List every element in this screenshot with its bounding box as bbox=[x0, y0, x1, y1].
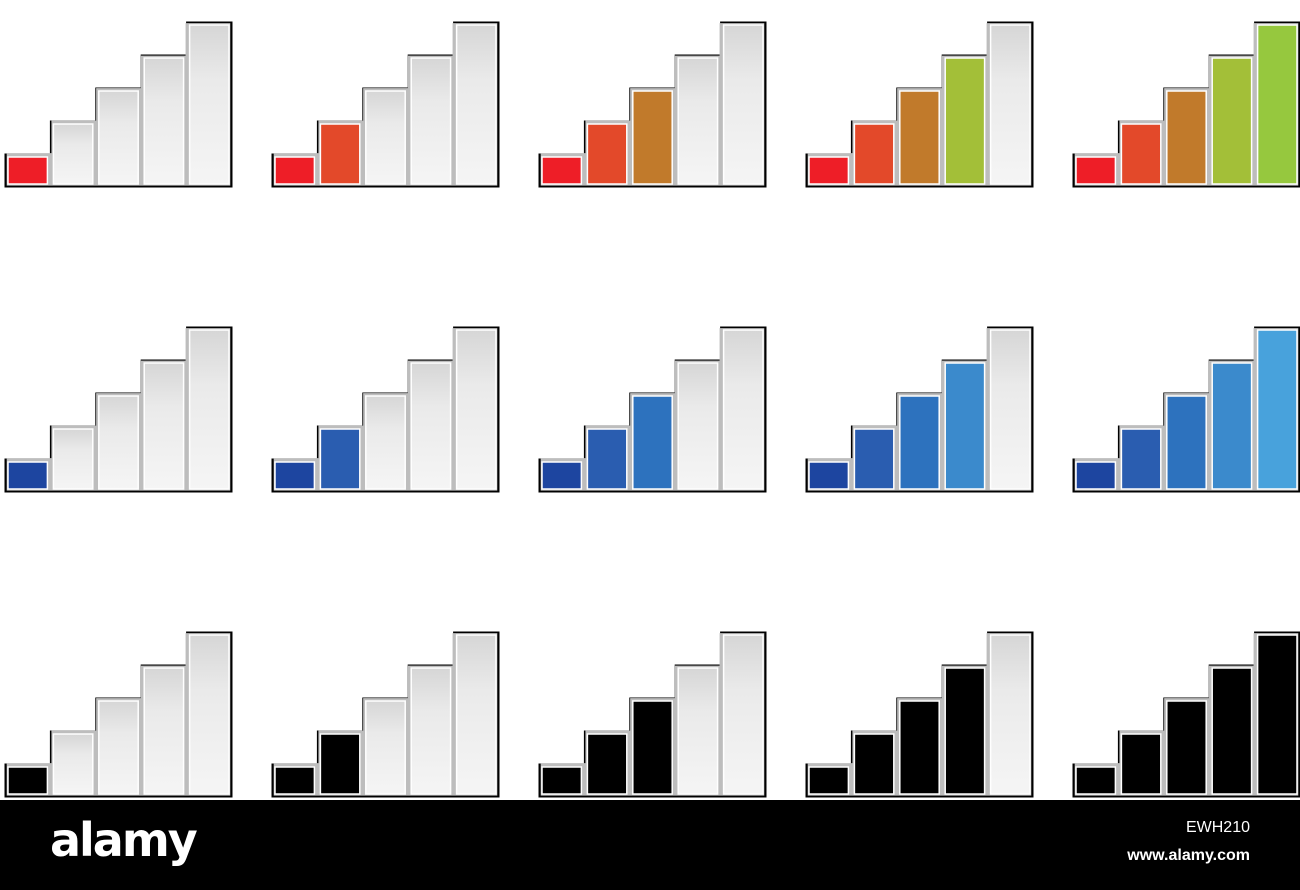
signal-bar-filled bbox=[853, 733, 895, 795]
signal-icon-black-level-4 bbox=[805, 631, 1034, 798]
signal-bar-filled bbox=[1075, 156, 1117, 185]
signal-bar-filled bbox=[7, 156, 49, 185]
signal-bar-empty bbox=[365, 90, 406, 185]
signal-bar-empty bbox=[989, 24, 1031, 185]
brand-logo: alamy bbox=[50, 813, 198, 867]
signal-icon-black-level-2 bbox=[271, 631, 500, 798]
signal-bar-filled bbox=[541, 766, 583, 795]
signal-bar-empty bbox=[365, 395, 406, 490]
signal-bar-filled bbox=[1120, 428, 1162, 490]
signal-bar-empty bbox=[989, 329, 1031, 490]
signal-bar-empty bbox=[677, 667, 719, 795]
signal-bar-filled bbox=[1211, 667, 1253, 795]
signal-bar-empty bbox=[188, 329, 230, 490]
signal-bar-empty bbox=[98, 700, 139, 795]
signal-bar-filled bbox=[1256, 24, 1298, 185]
signal-icon-blue-level-5 bbox=[1072, 326, 1300, 493]
signal-bar-filled bbox=[1256, 329, 1298, 490]
signal-icon-colored-level-1 bbox=[4, 21, 233, 188]
signal-bar-empty bbox=[52, 123, 94, 185]
signal-bar-filled bbox=[944, 362, 986, 490]
signal-bar-filled bbox=[1256, 634, 1298, 795]
signal-bar-filled bbox=[899, 700, 940, 795]
signal-bar-filled bbox=[7, 461, 49, 490]
signal-bar-empty bbox=[410, 667, 452, 795]
signal-bar-filled bbox=[319, 123, 361, 185]
signal-bar-filled bbox=[944, 667, 986, 795]
signal-bar-empty bbox=[98, 90, 139, 185]
signal-bar-filled bbox=[1120, 733, 1162, 795]
signal-bar-filled bbox=[1166, 90, 1207, 185]
signal-bar-empty bbox=[188, 24, 230, 185]
signal-bar-filled bbox=[586, 733, 628, 795]
signal-bar-filled bbox=[1075, 461, 1117, 490]
signal-bar-filled bbox=[1166, 700, 1207, 795]
signal-bar-empty bbox=[677, 362, 719, 490]
signal-icon-colored-level-2 bbox=[271, 21, 500, 188]
signal-bar-filled bbox=[1120, 123, 1162, 185]
signal-bar-filled bbox=[853, 123, 895, 185]
signal-icon-black-level-3 bbox=[538, 631, 767, 798]
signal-icon-blue-level-1 bbox=[4, 326, 233, 493]
signal-bar-empty bbox=[455, 329, 497, 490]
signal-icon-black-level-1 bbox=[4, 631, 233, 798]
signal-bar-filled bbox=[319, 733, 361, 795]
signal-bar-empty bbox=[455, 24, 497, 185]
signal-bar-filled bbox=[7, 766, 49, 795]
signal-bar-filled bbox=[586, 123, 628, 185]
signal-icon-blue-level-4 bbox=[805, 326, 1034, 493]
signal-bar-empty bbox=[410, 57, 452, 185]
image-id-label: EWH210 bbox=[1185, 819, 1250, 836]
signal-bar-empty bbox=[677, 57, 719, 185]
signal-bar-filled bbox=[853, 428, 895, 490]
signal-bar-filled bbox=[274, 766, 316, 795]
signal-bar-filled bbox=[274, 461, 316, 490]
signal-bar-filled bbox=[808, 461, 850, 490]
signal-bar-filled bbox=[274, 156, 316, 185]
signal-bar-empty bbox=[365, 700, 406, 795]
signal-bar-empty bbox=[722, 24, 764, 185]
signal-bar-empty bbox=[143, 362, 185, 490]
signal-bar-filled bbox=[1166, 395, 1207, 490]
signal-bar-empty bbox=[98, 395, 139, 490]
signal-bar-filled bbox=[1075, 766, 1117, 795]
signal-bar-filled bbox=[319, 428, 361, 490]
signal-bar-empty bbox=[143, 57, 185, 185]
signal-bar-filled bbox=[541, 156, 583, 185]
signal-icon-blue-level-3 bbox=[538, 326, 767, 493]
signal-bar-filled bbox=[632, 395, 673, 490]
site-url-label: www.alamy.com bbox=[1127, 847, 1250, 864]
signal-bar-empty bbox=[52, 428, 94, 490]
signal-strength-icon-grid bbox=[4, 21, 1300, 798]
signal-bar-empty bbox=[410, 362, 452, 490]
signal-bar-empty bbox=[722, 634, 764, 795]
signal-bar-empty bbox=[989, 634, 1031, 795]
signal-bar-filled bbox=[808, 766, 850, 795]
signal-bar-empty bbox=[722, 329, 764, 490]
signal-bar-filled bbox=[586, 428, 628, 490]
signal-icon-colored-level-4 bbox=[805, 21, 1034, 188]
watermark-footer: alamy EWH210 www.alamy.com bbox=[0, 800, 1300, 890]
signal-bar-filled bbox=[944, 57, 986, 185]
signal-bar-empty bbox=[188, 634, 230, 795]
signal-icon-blue-level-2 bbox=[271, 326, 500, 493]
signal-bar-filled bbox=[1211, 57, 1253, 185]
signal-bar-filled bbox=[632, 700, 673, 795]
signal-icon-colored-level-5 bbox=[1072, 21, 1300, 188]
signal-bar-filled bbox=[541, 461, 583, 490]
signal-bar-empty bbox=[143, 667, 185, 795]
signal-icon-black-level-5 bbox=[1072, 631, 1300, 798]
signal-icon-colored-level-3 bbox=[538, 21, 767, 188]
signal-bar-filled bbox=[808, 156, 850, 185]
signal-bar-empty bbox=[455, 634, 497, 795]
signal-bar-filled bbox=[632, 90, 673, 185]
signal-bar-filled bbox=[1211, 362, 1253, 490]
signal-bar-filled bbox=[899, 395, 940, 490]
signal-bar-empty bbox=[52, 733, 94, 795]
signal-bar-filled bbox=[899, 90, 940, 185]
